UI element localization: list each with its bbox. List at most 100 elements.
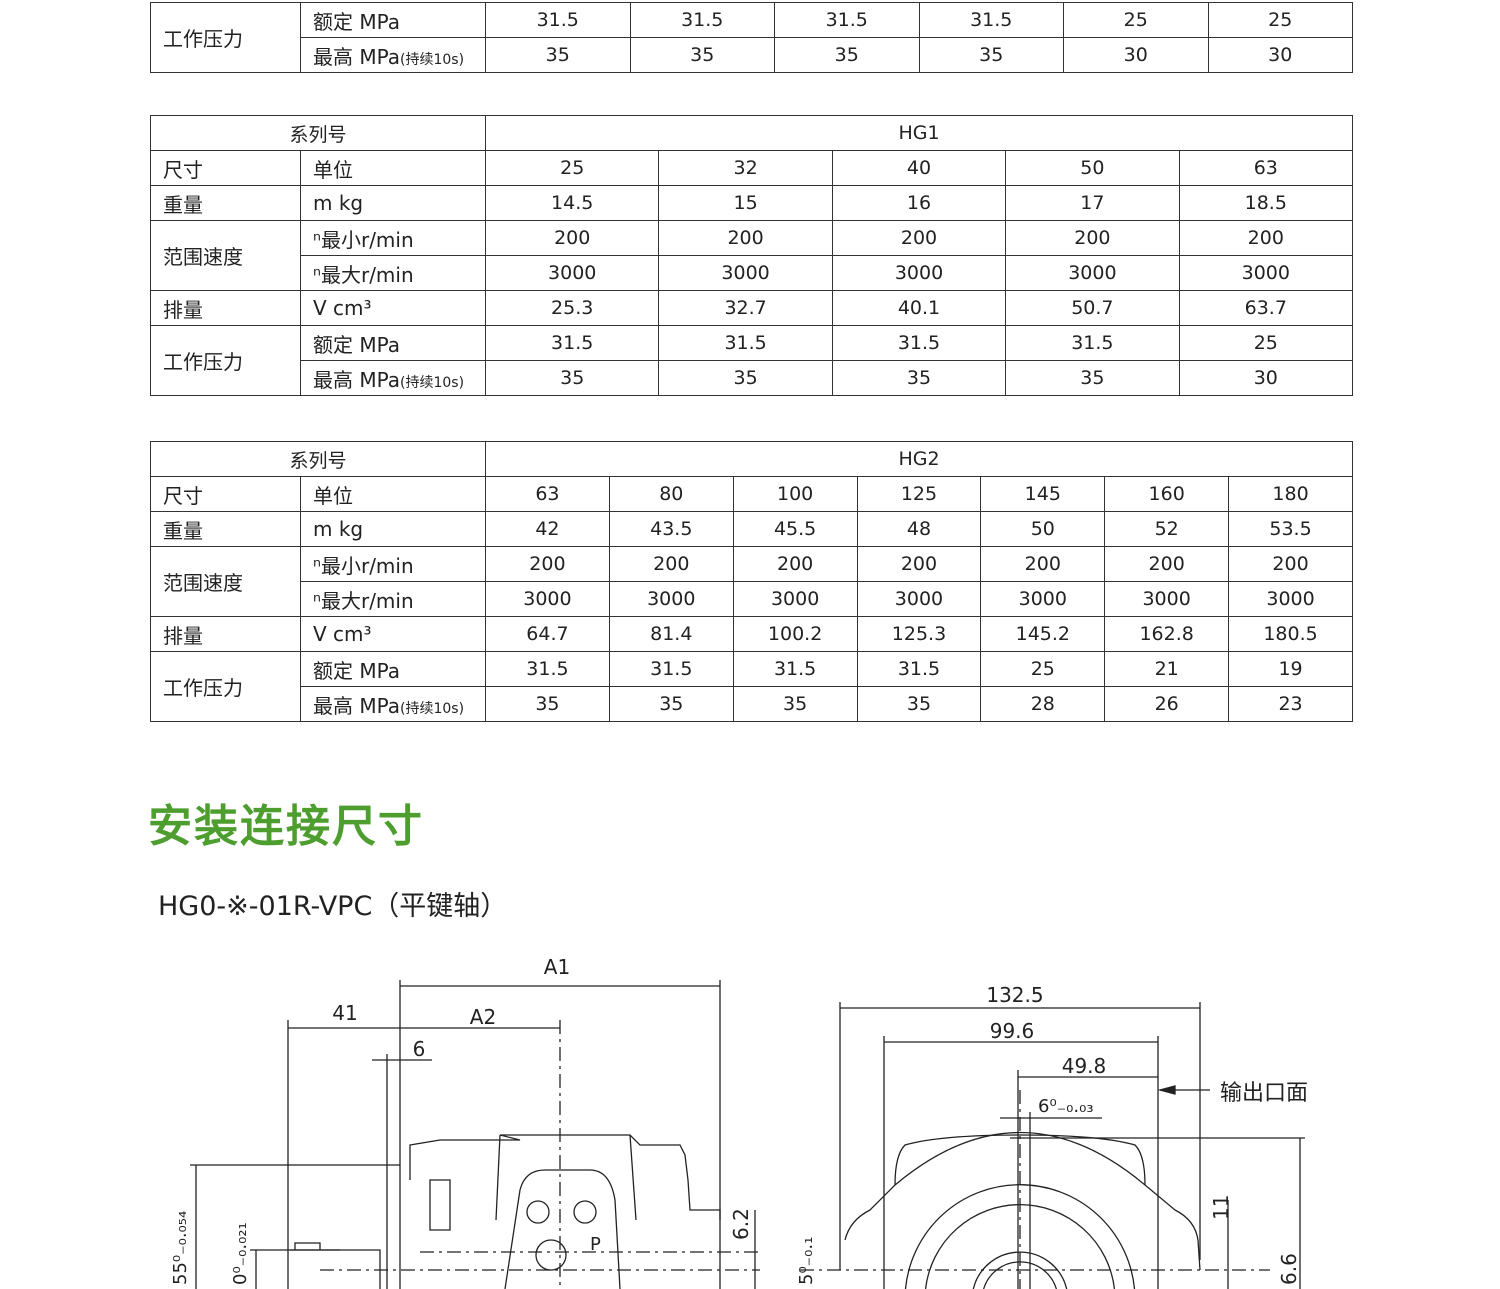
table-cell: 200: [485, 546, 610, 582]
table-cell: 100: [732, 476, 858, 512]
unit-text: 单位: [313, 157, 353, 182]
unit-text: 最高 MPa: [313, 367, 401, 392]
table-cell: 3000: [658, 255, 833, 291]
table-cell: 31.5: [831, 325, 1007, 361]
table-cell: 81.4: [608, 616, 734, 652]
drawing-subtitle: HG0-※-01R-VPC（平键轴）: [158, 891, 508, 922]
table-cell: 200: [1104, 546, 1230, 582]
dim-99-6: 99.6: [990, 1019, 1035, 1043]
table-cell: 50.7: [1005, 290, 1180, 326]
table-row: 工作压力 额定 MPa 31.5 31.5 31.5 31.5 25 21 19: [150, 651, 1353, 722]
table-cell: 26: [1104, 686, 1230, 722]
dim-41: 41: [332, 1001, 357, 1025]
row-group-label: 排量: [150, 290, 301, 326]
table-row: 最高 MPa(持续10s) 35 35 35 35 30 30: [151, 37, 1353, 73]
table-cell: 50: [980, 511, 1106, 547]
unit-text: 额定 MPa: [313, 9, 401, 34]
series-label: 系列号: [149, 115, 487, 151]
row-unit-label: V cm³: [299, 616, 487, 652]
table-cell: 30: [1207, 37, 1353, 73]
table-row: 范围速度 ⁿ最小r/min 200 200 200 200 200 200 200: [150, 546, 1353, 617]
table-row: 最高 MPa(持续10s) 35 35 35 35 28 26 23: [151, 686, 1353, 722]
spec-table-partial: 工作压力 额定 MPa 31.5 31.5 31.5 31.5 25 25 最高 MPa(持续1…: [150, 2, 1353, 73]
row-unit-label: 最高 MPa(持续10s): [299, 360, 487, 396]
unit-note: (持续10s): [400, 700, 465, 717]
row-unit-label: 额定 MPa: [300, 2, 486, 38]
unit-text: ⁿ最小r/min: [313, 553, 414, 578]
table-cell: 200: [856, 546, 982, 582]
unit-text: m kg: [313, 517, 364, 541]
unit-text: 单位: [313, 483, 353, 508]
spec-table-hg2: 系列号 HG2 尺寸 单位 63 80 100 125 145 160 180 重量 m kg 42 43.…: [149, 441, 1353, 722]
table-cell: 31.5: [485, 2, 631, 38]
unit-note: (持续10s): [400, 374, 465, 391]
section-title: 安装连接尺寸: [148, 801, 424, 852]
outlet-face-label: 输出口面: [1220, 1081, 1308, 1106]
table-cell: 15: [658, 185, 833, 221]
table-cell: 3000: [856, 581, 982, 617]
table-cell: 35: [732, 686, 858, 722]
table-cell: 25: [1178, 325, 1354, 361]
table-cell: 18.5: [1178, 185, 1354, 221]
table-row: 重量 m kg 14.5 15 16 17 18.5: [150, 185, 1354, 221]
dim-49-8: 49.8: [1062, 1054, 1107, 1078]
table-cell: 31.5: [608, 651, 734, 687]
table-cell: 63.7: [1178, 290, 1354, 326]
row-unit-label: V cm³: [299, 290, 487, 326]
table-cell: 31.5: [485, 325, 660, 361]
row-unit-label: ⁿ最大r/min: [299, 255, 487, 291]
table-cell: 16: [831, 185, 1007, 221]
table-row: 排量 V cm³ 25.3 32.7 40.1 50.7 63.7: [150, 290, 1354, 326]
table-cell: 180.5: [1228, 616, 1353, 652]
row-group-label: 排量: [150, 616, 301, 652]
row-unit-label: m kg: [299, 185, 487, 221]
table-cell: 3000: [732, 581, 858, 617]
table-cell: 25: [980, 651, 1106, 687]
table-cell: 35: [918, 37, 1064, 73]
table-cell: 64.7: [485, 616, 610, 652]
table-cell: 21: [1104, 651, 1230, 687]
table-cell: 31.5: [732, 651, 858, 687]
table-cell: 3000: [980, 581, 1106, 617]
row-group-label: 工作压力: [150, 325, 301, 396]
dim-132-5: 132.5: [986, 983, 1043, 1007]
table-cell: 35: [774, 37, 920, 73]
table-cell: 35: [1005, 360, 1180, 396]
table-cell: 145: [980, 476, 1106, 512]
side-view: [190, 980, 760, 1289]
unit-text: ⁿ最小r/min: [313, 227, 414, 252]
table-cell: 32: [658, 150, 833, 186]
row-unit-label: 最高 MPa(持续10s): [299, 686, 487, 722]
table-cell: 3000: [1228, 581, 1353, 617]
unit-text: ⁿ最大r/min: [313, 262, 414, 287]
table-cell: 200: [1178, 220, 1354, 256]
row-group-label: 范围速度: [150, 546, 301, 617]
dim-11: 11: [1209, 1195, 1233, 1220]
unit-text: ⁿ最大r/min: [313, 588, 414, 613]
table-cell: 25: [1207, 2, 1353, 38]
table-cell: 35: [831, 360, 1007, 396]
row-group-label: 范围速度: [150, 220, 301, 291]
row-group-label: 工作压力: [150, 651, 301, 722]
table-row: 范围速度 ⁿ最小r/min 200 200 200 200 200: [150, 220, 1354, 291]
dim-key-width: 6⁰₋₀.₀₃: [1038, 1096, 1094, 1117]
table-cell: 200: [1228, 546, 1353, 582]
row-unit-label: 单位: [299, 150, 487, 186]
unit-note: (持续10s): [400, 51, 465, 68]
table-cell: 42: [485, 511, 610, 547]
table-cell: 125.3: [856, 616, 982, 652]
table-cell: 3000: [1104, 581, 1230, 617]
dim-tol-5: 5⁰₋₀.₁: [796, 1237, 817, 1285]
table-cell: 53.5: [1228, 511, 1353, 547]
table-cell: 31.5: [629, 2, 775, 38]
table-cell: 25.3: [485, 290, 660, 326]
table-cell: 43.5: [608, 511, 734, 547]
unit-text: 最高 MPa: [313, 693, 401, 718]
table-cell: 19: [1228, 651, 1353, 687]
table-cell: 35: [658, 360, 833, 396]
row-unit-label: 单位: [299, 476, 487, 512]
series-header-row: 系列号 HG1: [149, 115, 1353, 151]
table-cell: 31.5: [1005, 325, 1180, 361]
table-cell: 100.2: [732, 616, 858, 652]
